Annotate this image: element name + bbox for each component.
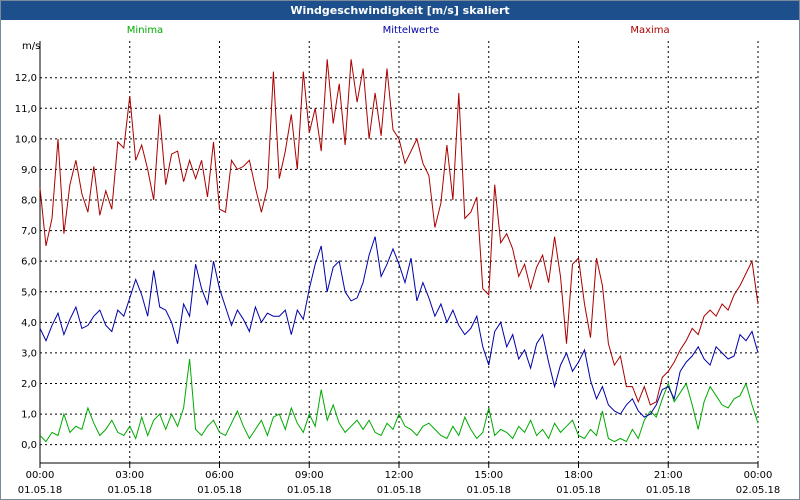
y-tick-label: 2,0 (21, 379, 37, 390)
y-tick-label: 6,0 (21, 257, 37, 268)
x-tick-time-label: 03:00 (115, 470, 144, 481)
x-tick-date-label: 02.05.18 (736, 485, 781, 496)
y-tick-label: 0,0 (21, 440, 37, 451)
x-tick-time-label: 00:00 (744, 470, 773, 481)
x-tick-time-label: 21:00 (654, 470, 683, 481)
y-tick-label: 1,0 (21, 410, 37, 421)
legend-maxima: Maxima (630, 25, 669, 36)
x-tick-date-label: 01.05.18 (197, 485, 242, 496)
x-tick-time-label: 18:00 (564, 470, 593, 481)
x-tick-time-label: 00:00 (26, 470, 55, 481)
series-lines (39, 59, 759, 443)
axes (39, 41, 759, 468)
y-tick-label: 12,0 (15, 73, 37, 84)
window-title: Windgeschwindigkeit [m/s] skaliert (1, 1, 799, 20)
x-tick-date-label: 01.05.18 (646, 485, 691, 496)
tick-labels: 0,0 1,0 2,0 3,0 4,0 5,0 6,0 7,0 8,0 9,0 10,0 11,0 12… (15, 73, 781, 496)
series-line-mittelwerte (39, 236, 759, 418)
x-tick-date-label: 01.05.18 (556, 485, 601, 496)
x-tick-time-label: 09:00 (295, 470, 324, 481)
y-axis-unit-label: m/s (22, 41, 40, 52)
x-tick-date-label: 01.05.18 (377, 485, 422, 496)
x-tick-date-label: 01.05.18 (107, 485, 152, 496)
y-tick-label: 7,0 (21, 226, 37, 237)
y-tick-label: 8,0 (21, 196, 37, 207)
y-tick-label: 10,0 (15, 134, 37, 145)
y-tick-label: 5,0 (21, 287, 37, 298)
x-tick-date-label: 01.05.18 (287, 485, 332, 496)
y-tick-label: 9,0 (21, 165, 37, 176)
x-tick-date-label: 01.05.18 (18, 485, 63, 496)
x-tick-date-label: 01.05.18 (466, 485, 511, 496)
y-tick-label: 11,0 (15, 104, 37, 115)
series-line-maxima (39, 59, 759, 406)
legend-minima: Minima (127, 25, 163, 36)
x-tick-time-label: 15:00 (474, 470, 503, 481)
y-tick-label: 3,0 (21, 348, 37, 359)
x-tick-time-label: 12:00 (385, 470, 414, 481)
series-line-minima (39, 358, 759, 443)
y-tick-label: 4,0 (21, 318, 37, 329)
legend-mittelwerte: Mittelwerte (383, 25, 440, 36)
x-tick-time-label: 06:00 (205, 470, 234, 481)
